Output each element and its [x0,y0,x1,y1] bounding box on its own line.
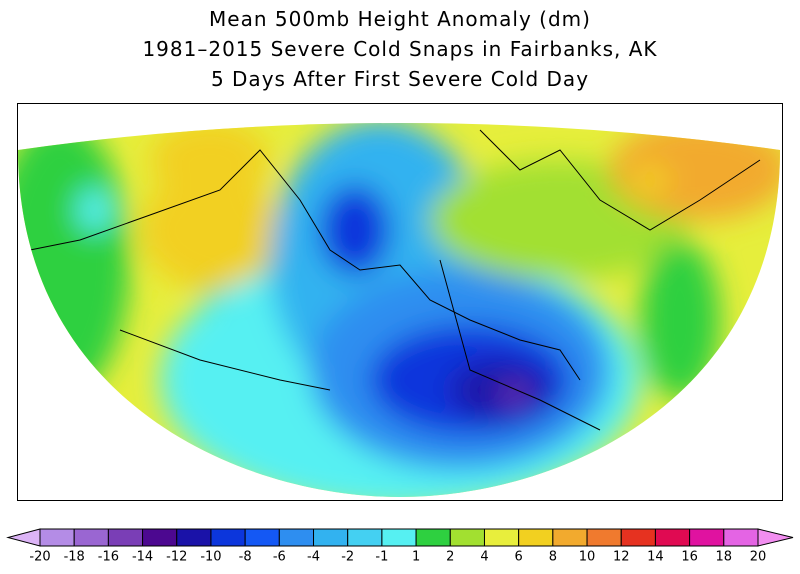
colorbar-box [381,528,417,547]
colorbar-label: -20 [29,550,50,565]
colorbar-box [415,528,451,547]
colorbar-box [142,528,178,547]
colorbar-label: -12 [166,550,187,565]
colorbar-label: 16 [681,550,698,565]
colorbar-box [210,528,246,547]
colorbar-under [6,528,41,547]
colorbar-box [552,528,588,547]
colorbar-label: 8 [549,550,557,565]
colorbar-label: 1 [412,550,420,565]
colorbar-label: -1 [375,550,388,565]
colorbar-box [449,528,485,547]
colorbar-box [107,528,144,547]
colorbar-box [689,528,725,547]
colorbar-label: -18 [64,550,85,565]
colorbar-box [483,528,520,547]
colorbar-box [39,528,75,547]
colorbar-label: 10 [579,550,596,565]
colorbar-label: -8 [239,550,252,565]
colorbar-box [586,528,622,547]
colorbar-box [73,528,109,547]
colorbar-label: 14 [647,550,664,565]
colorbar-label: 2 [446,550,454,565]
colorbar-label: 12 [613,550,630,565]
colorbar-label: 18 [716,550,733,565]
colorbar-label: 4 [480,550,488,565]
colorbar-label: -2 [341,550,354,565]
colorbar-label: 20 [750,550,767,565]
colorbar-box [620,528,656,547]
colorbar-box [313,528,349,547]
colorbar-box [244,528,280,547]
colorbar-box [654,528,691,547]
colorbar-label: -4 [307,550,320,565]
colorbar-label: -6 [273,550,286,565]
colorbar-box [518,528,554,547]
colorbar-box [723,528,759,547]
map-frame [17,103,783,501]
colorbar-over [757,528,794,547]
colorbar: -20 -18 -16 -14 -12 -10 -8 -6 -4 -2 -1 1 2 4 6 8 10 12 14 1… [6,528,794,565]
title-line: 5 Days After First Severe Cold Day [211,67,589,91]
title-line: Mean 500mb Height Anomaly (dm) [209,7,591,31]
colorbar-label: -10 [200,550,221,565]
colorbar-label: -14 [132,550,153,565]
colorbar-label: -16 [98,550,119,565]
coastline [29,129,761,431]
colorbar-box [347,528,383,547]
title-line: 1981–2015 Severe Cold Snaps in Fairbanks… [142,37,657,61]
colorbar-box [176,528,212,547]
colorbar-box [278,528,315,547]
colorbar-label: 6 [515,550,523,565]
anomaly-field [18,123,780,497]
